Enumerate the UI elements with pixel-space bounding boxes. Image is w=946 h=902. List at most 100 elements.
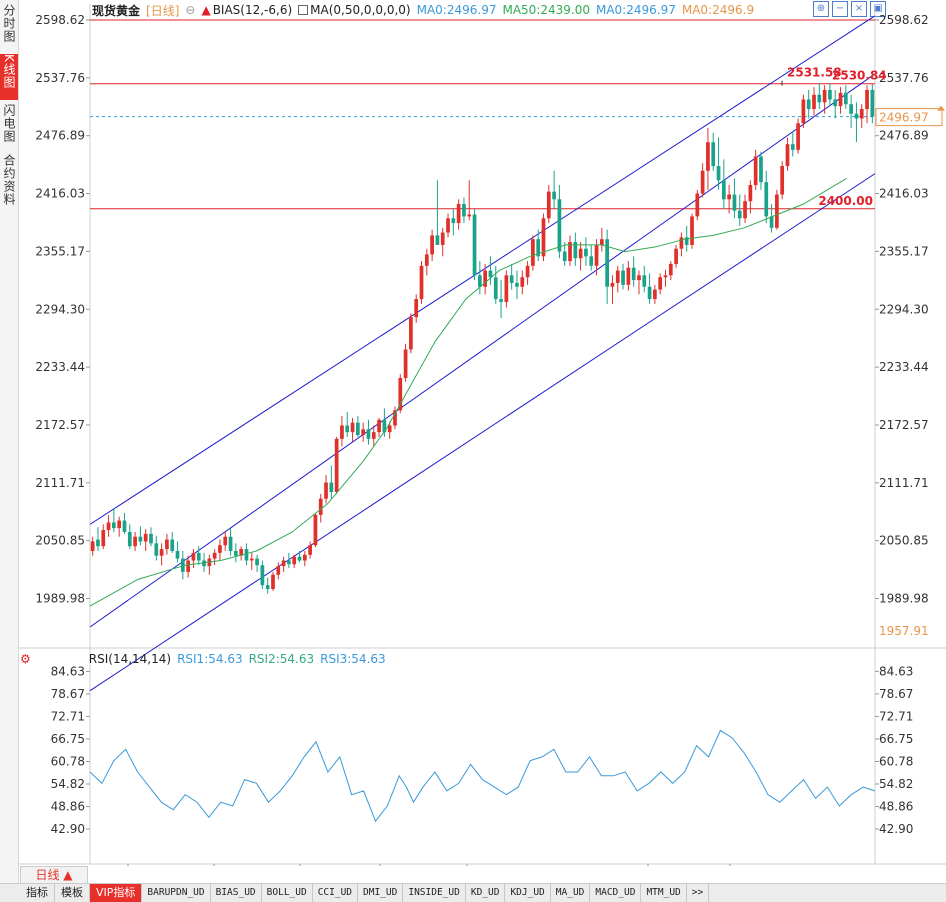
toolbar-tab-kdj[interactable]: KDJ_UD <box>505 884 551 902</box>
candle-body <box>531 239 535 266</box>
rsi-tick-label-right: 54.82 <box>879 777 913 791</box>
y-tick-label-left: 2416.03 <box>35 187 85 201</box>
toolbar-tab-mtm[interactable]: MTM_UD <box>641 884 687 902</box>
toolbar-tab-cci[interactable]: CCI_UD <box>313 884 359 902</box>
rsi-title[interactable]: RSI(14,14,14) <box>88 652 172 666</box>
bias-label[interactable]: BIAS(12,-6,6) <box>212 3 293 17</box>
candle-body <box>769 216 774 228</box>
period-label[interactable]: [日线] <box>146 3 180 18</box>
candle-body <box>562 251 567 262</box>
candle-body <box>706 142 710 171</box>
candle-body <box>239 549 244 556</box>
toolbar-tab-inside[interactable]: INSIDE_UD <box>403 884 466 902</box>
rsi-tick-label-left: 84.63 <box>51 664 85 678</box>
candle-body <box>371 432 376 439</box>
candle-body <box>589 256 594 266</box>
candle-body <box>843 92 848 105</box>
candle-body <box>557 199 562 252</box>
candle-body <box>658 277 663 290</box>
y-tick-label-right: 1989.98 <box>879 592 929 606</box>
toolbar-tab-indicators[interactable]: 指标 <box>0 884 55 902</box>
y-tick-label-left: 2537.76 <box>35 71 85 85</box>
y-tick-label-left: 2111.71 <box>35 476 85 490</box>
toolbar-tab-kd[interactable]: KD_UD <box>466 884 506 902</box>
rsi-tick-label-right: 72.71 <box>879 709 913 723</box>
candle-body <box>488 270 493 278</box>
rsi-tick-label-left: 78.67 <box>51 687 85 701</box>
toolbar-tab-templates[interactable]: 模板 <box>55 884 90 902</box>
price-low-label: 1957.91 <box>879 624 929 638</box>
ma-checkbox-icon[interactable] <box>298 5 309 15</box>
candle-body <box>626 267 631 285</box>
candle-body <box>790 144 795 150</box>
rsi-tick-label-left: 42.90 <box>51 822 85 836</box>
rsi-tick-label-left: 66.75 <box>51 732 85 746</box>
candle-body <box>668 263 673 276</box>
toolbar-tab-boll[interactable]: BOLL_UD <box>262 884 313 902</box>
candle-body <box>308 545 312 555</box>
tab-kline-chart[interactable]: K线图 <box>0 54 18 100</box>
toolbar-tab-macd[interactable]: MACD_UD <box>590 884 642 902</box>
close-icon[interactable]: × <box>851 1 867 17</box>
candle-body <box>541 218 546 257</box>
candle-body <box>642 275 647 287</box>
candle-body <box>435 235 440 245</box>
candle-body <box>870 89 875 117</box>
tab-contract-info[interactable]: 合约资料 <box>0 154 18 214</box>
tab-time-chart[interactable]: 分时图 <box>0 4 18 50</box>
candle-body <box>255 558 259 566</box>
candle-body <box>377 419 381 433</box>
candle-body <box>430 235 434 255</box>
toolbar-tab-dmi[interactable]: DMI_UD <box>358 884 404 902</box>
rsi-tick-label-left: 54.82 <box>51 777 85 791</box>
zoom-icon[interactable]: ⊕ <box>813 1 829 17</box>
candle-body <box>759 156 763 183</box>
candle-body <box>106 522 111 531</box>
ma-label[interactable]: MA(0,50,0,0,0,0) <box>310 3 411 17</box>
rsi2-value: RSI2:54.63 <box>248 652 315 666</box>
tab-lightning-chart[interactable]: 闪电图 <box>0 104 18 150</box>
candle-body <box>684 237 689 245</box>
toolbar-tab-ma[interactable]: MA_UD <box>551 884 591 902</box>
candle-body <box>462 204 466 217</box>
candle-body <box>568 242 572 262</box>
expand-icon[interactable]: ▣ <box>870 1 886 17</box>
candle-body <box>96 539 100 547</box>
toolbar-tab-bias[interactable]: BIAS_UD <box>211 884 262 902</box>
tab-lightning-chart-label: 闪电图 <box>2 104 16 143</box>
rsi-settings-icon[interactable]: ⚙ <box>20 652 31 666</box>
channel-line <box>89 73 876 628</box>
minus-icon[interactable]: − <box>832 1 848 17</box>
price-alert-icon[interactable] <box>937 105 945 111</box>
candle-body <box>674 248 678 264</box>
y-tick-label-right: 2598.62 <box>879 13 929 27</box>
toolbar-more-button[interactable]: >> <box>687 884 710 902</box>
candle-body <box>292 556 297 565</box>
y-tick-label-left: 2598.62 <box>35 13 85 27</box>
candle-body <box>451 218 456 224</box>
candle-body <box>716 166 721 181</box>
candle-body <box>345 425 350 433</box>
candle-body <box>398 377 403 411</box>
tab-contract-info-label: 合约资料 <box>2 154 16 206</box>
circle-icon[interactable]: ⊖ <box>185 3 196 17</box>
high-price-label: 2531.58 <box>787 66 842 80</box>
candle-body <box>637 275 641 281</box>
candle-body <box>647 286 652 300</box>
high-price-label-2: 2530.84 <box>832 69 887 83</box>
candle-body <box>361 429 366 436</box>
toolbar-tab-vip[interactable]: VIP指标 <box>90 884 143 902</box>
candle-body <box>552 191 556 200</box>
toolbar-tab-barupdn[interactable]: BARUPDN_UD <box>142 884 211 902</box>
candle-body <box>711 142 716 167</box>
candle-body <box>515 282 519 287</box>
candle-body <box>414 299 419 318</box>
candle-body <box>806 99 811 109</box>
rsi-tick-label-right: 66.75 <box>879 732 913 746</box>
candle-body <box>546 191 551 219</box>
ma50-line <box>89 177 847 607</box>
candle-body <box>467 214 472 217</box>
candle-body <box>228 536 233 551</box>
level-label: 2400.00 <box>818 194 873 208</box>
y-tick-label-right: 2355.17 <box>879 244 929 258</box>
